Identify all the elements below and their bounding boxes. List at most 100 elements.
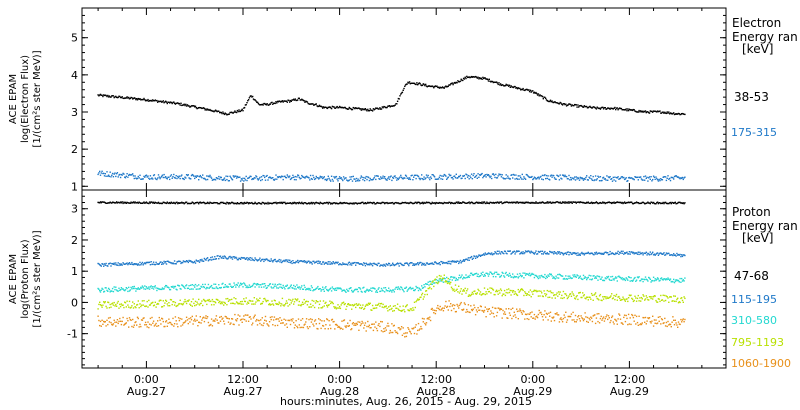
electron-point-175-315 <box>637 179 639 181</box>
proton-point-795-1193 <box>440 275 442 277</box>
proton-point-310-580 <box>447 281 449 283</box>
proton-point-1060-1900 <box>479 305 482 307</box>
electron-point-175-315 <box>621 176 623 178</box>
proton-point-795-1193 <box>245 297 247 299</box>
proton-point-115-195 <box>222 255 224 258</box>
electron-point-175-315 <box>623 178 626 181</box>
electron-point-175-315 <box>314 177 317 180</box>
proton-point-795-1193 <box>124 301 126 303</box>
proton-point-47-68 <box>470 201 472 204</box>
electron-point-38-53 <box>608 107 610 110</box>
electron-point-175-315 <box>293 178 296 181</box>
proton-point-47-68 <box>321 202 323 204</box>
proton-point-1060-1900 <box>180 325 182 327</box>
proton-point-47-68 <box>389 202 391 204</box>
proton-point-1060-1900 <box>314 319 317 321</box>
proton-point-1060-1900 <box>261 317 263 319</box>
electron-point-38-53 <box>157 101 159 103</box>
electron-point-175-315 <box>635 176 638 179</box>
proton-point-310-580 <box>452 276 454 278</box>
proton-point-795-1193 <box>433 279 436 281</box>
proton-point-1060-1900 <box>499 309 501 311</box>
proton-point-115-195 <box>576 254 578 256</box>
proton-point-115-195 <box>162 263 164 265</box>
proton-point-115-195 <box>649 251 651 253</box>
proton-point-1060-1900 <box>455 310 457 313</box>
proton-point-115-195 <box>375 263 377 265</box>
proton-point-47-68 <box>123 201 125 203</box>
electron-point-38-53 <box>145 99 148 101</box>
proton-point-795-1193 <box>425 290 428 292</box>
proton-point-47-68 <box>671 201 673 204</box>
electron-point-175-315 <box>462 175 465 177</box>
proton-point-1060-1900 <box>396 331 398 333</box>
proton-point-115-195 <box>665 252 668 254</box>
proton-point-47-68 <box>523 201 525 204</box>
proton-point-795-1193 <box>132 301 134 303</box>
proton-point-115-195 <box>209 259 211 261</box>
electron-point-175-315 <box>666 177 668 179</box>
electron-point-38-53 <box>316 105 318 107</box>
proton-point-1060-1900 <box>570 313 573 315</box>
proton-point-115-195 <box>677 254 679 256</box>
proton-point-310-580 <box>252 284 254 287</box>
proton-point-310-580 <box>666 278 668 281</box>
proton-point-795-1193 <box>229 299 231 301</box>
proton-point-1060-1900 <box>209 324 211 326</box>
proton-point-795-1193 <box>403 309 405 311</box>
electron-point-175-315 <box>375 175 378 177</box>
proton-point-1060-1900 <box>482 310 484 312</box>
proton-point-115-195 <box>596 253 598 255</box>
electron-point-175-315 <box>272 177 274 179</box>
proton-point-115-195 <box>313 260 315 263</box>
electron-point-38-53 <box>401 91 404 93</box>
proton-point-1060-1900 <box>326 318 329 321</box>
proton-point-47-68 <box>111 202 113 204</box>
electron-point-175-315 <box>526 174 528 176</box>
electron-point-175-315 <box>392 177 395 179</box>
proton-point-795-1193 <box>249 300 251 302</box>
electron-point-38-53 <box>569 103 571 105</box>
electron-point-175-315 <box>544 174 546 176</box>
electron-point-38-53 <box>396 103 398 105</box>
proton-point-795-1193 <box>255 301 257 303</box>
proton-point-115-195 <box>466 258 468 260</box>
proton-point-47-68 <box>289 202 292 204</box>
proton-point-795-1193 <box>137 300 139 302</box>
electron-point-38-53 <box>427 85 429 87</box>
electron-point-38-53 <box>493 81 495 83</box>
electron-point-38-53 <box>595 108 598 110</box>
proton-point-310-580 <box>598 276 601 278</box>
electron-point-38-53 <box>675 113 677 115</box>
electron-point-175-315 <box>177 175 179 178</box>
proton-point-795-1193 <box>268 303 270 306</box>
electron-point-38-53 <box>615 107 618 109</box>
proton-point-1060-1900 <box>105 325 107 327</box>
proton-point-47-68 <box>327 203 329 205</box>
electron-point-175-315 <box>248 176 251 179</box>
proton-point-1060-1900 <box>341 320 343 322</box>
electron-point-38-53 <box>639 111 641 113</box>
proton-point-1060-1900 <box>584 312 586 314</box>
proton-point-115-195 <box>342 263 345 265</box>
proton-point-47-68 <box>339 201 342 204</box>
proton-point-115-195 <box>544 250 546 253</box>
electron-point-175-315 <box>189 177 191 180</box>
proton-point-310-580 <box>611 279 613 281</box>
proton-point-795-1193 <box>443 274 445 276</box>
proton-point-310-580 <box>669 279 671 281</box>
electron-point-38-53 <box>655 110 657 113</box>
proton-point-47-68 <box>643 202 645 204</box>
proton-point-795-1193 <box>225 298 227 300</box>
proton-point-795-1193 <box>370 309 372 311</box>
proton-point-795-1193 <box>416 299 418 302</box>
proton-point-47-68 <box>480 202 482 204</box>
electron-point-38-53 <box>533 91 536 93</box>
proton-point-1060-1900 <box>250 318 252 320</box>
proton-point-795-1193 <box>167 305 169 307</box>
proton-point-795-1193 <box>664 299 667 302</box>
proton-point-1060-1900 <box>557 314 560 316</box>
proton-point-1060-1900 <box>588 317 590 320</box>
proton-point-115-195 <box>399 262 401 264</box>
proton-point-115-195 <box>454 260 457 263</box>
